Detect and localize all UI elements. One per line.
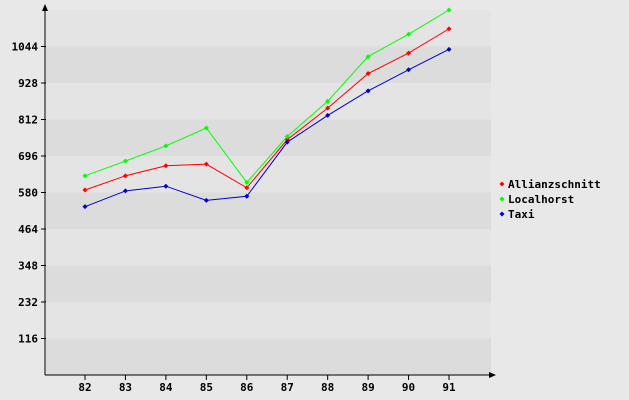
data-point-localhorst — [446, 7, 452, 13]
data-point-localhorst — [406, 31, 412, 37]
y-tick-label: 580 — [18, 187, 38, 200]
y-tick-label: 464 — [18, 223, 38, 236]
grid-band — [46, 46, 491, 83]
data-point-localhorst — [325, 98, 331, 104]
data-point-allianzschnitt — [82, 187, 88, 193]
grid-band — [46, 192, 491, 229]
data-point-allianzschnitt — [163, 163, 169, 169]
x-tick-label: 91 — [442, 381, 456, 394]
y-tick-label: 812 — [18, 114, 38, 127]
axes — [42, 4, 496, 378]
x-tick-label: 87 — [281, 381, 294, 394]
data-point-allianzschnitt — [406, 50, 412, 56]
data-point-localhorst — [365, 54, 371, 60]
legend-label: Taxi — [508, 208, 535, 221]
series-layer — [82, 7, 452, 210]
data-point-localhorst — [163, 143, 169, 149]
data-point-taxi — [365, 88, 371, 94]
data-point-localhorst — [284, 133, 290, 139]
data-point-taxi — [163, 183, 169, 189]
x-axis-arrow — [489, 372, 496, 378]
grid-band — [46, 10, 491, 47]
grid-band — [46, 83, 491, 120]
data-point-taxi — [284, 139, 290, 145]
series-line-taxi — [84, 48, 450, 208]
grid-band — [46, 338, 491, 375]
legend-label: Allianzschnitt — [508, 178, 601, 191]
data-point-allianzschnitt — [244, 185, 250, 191]
y-tick-label: 1044 — [12, 41, 39, 54]
plot-background — [46, 10, 491, 375]
series-allianzschnitt — [82, 26, 452, 193]
x-tick-label: 84 — [159, 381, 173, 394]
legend-item-allianzschnitt: Allianzschnitt — [499, 178, 601, 191]
y-tick-label: 232 — [18, 296, 38, 309]
legend: Allianzschnitt Localhorst Taxi — [499, 178, 601, 221]
series-line-localhorst — [84, 9, 450, 184]
grid-band — [46, 302, 491, 339]
data-point-taxi — [406, 67, 412, 73]
legend-marker — [499, 181, 505, 187]
data-point-localhorst — [244, 179, 250, 185]
y-tick-label: 928 — [18, 77, 38, 90]
x-tick-label: 89 — [361, 381, 374, 394]
data-point-taxi — [325, 112, 331, 118]
legend-marker — [499, 211, 505, 217]
data-point-allianzschnitt — [122, 173, 128, 179]
data-point-taxi — [446, 46, 452, 52]
data-point-localhorst — [203, 125, 209, 131]
data-point-taxi — [244, 193, 250, 199]
x-tick-label: 82 — [78, 381, 91, 394]
legend-item-taxi: Taxi — [499, 208, 535, 221]
legend-marker — [499, 196, 505, 202]
x-tick-label: 85 — [200, 381, 213, 394]
series-taxi — [82, 46, 452, 210]
series-localhorst — [82, 7, 452, 185]
grid-band — [46, 229, 491, 266]
x-ticks: 82 83 84 85 86 87 88 89 90 91 — [78, 375, 456, 394]
data-point-localhorst — [82, 173, 88, 179]
y-tick-label: 116 — [18, 333, 38, 346]
x-tick-label: 88 — [321, 381, 334, 394]
data-point-allianzschnitt — [365, 71, 371, 77]
y-axis-arrow — [42, 4, 48, 11]
y-tick-label: 348 — [18, 260, 38, 273]
legend-label: Localhorst — [508, 193, 574, 206]
data-point-localhorst — [122, 158, 128, 164]
data-point-taxi — [122, 188, 128, 194]
y-ticks: 116 232 348 464 580 696 812 928 1044 — [12, 41, 46, 346]
data-point-allianzschnitt — [203, 161, 209, 167]
x-tick-label: 90 — [402, 381, 415, 394]
series-line-allianzschnitt — [84, 28, 450, 191]
data-point-taxi — [82, 204, 88, 210]
data-point-allianzschnitt — [446, 26, 452, 32]
data-point-taxi — [203, 197, 209, 203]
y-tick-label: 696 — [18, 150, 38, 163]
grid-band — [46, 119, 491, 156]
x-tick-label: 83 — [119, 381, 132, 394]
legend-item-localhorst: Localhorst — [499, 193, 574, 206]
grid-band — [46, 265, 491, 302]
data-point-allianzschnitt — [325, 105, 331, 111]
x-tick-label: 86 — [240, 381, 254, 394]
